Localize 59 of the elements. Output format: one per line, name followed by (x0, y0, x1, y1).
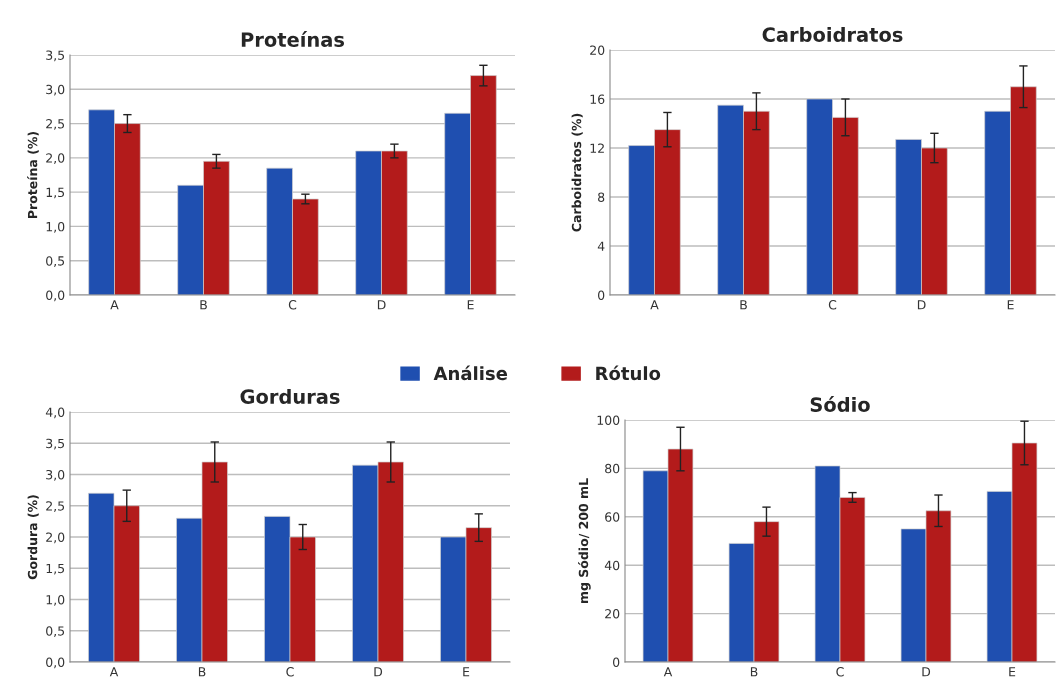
y-tick-label: 0 (613, 657, 620, 667)
y-tick-label: 1,0 (46, 594, 65, 606)
y-tick-label: 2,0 (46, 153, 65, 165)
y-tick-label: 1,0 (46, 221, 65, 233)
y-tick-label: 0 (598, 290, 605, 300)
y-tick-label: 80 (605, 463, 620, 474)
y-tick-label: 12 (590, 143, 604, 153)
x-tick-label: B (740, 300, 747, 310)
y-tick-label: 2,5 (46, 501, 65, 512)
x-tick-label: B (750, 667, 758, 677)
y-tick-label: 3,5 (46, 438, 65, 450)
y-tick-label: 4,0 (45, 407, 65, 419)
x-tick-label: E (467, 300, 474, 310)
y-tick-label: 3,0 (46, 469, 65, 481)
y-tick-label: 20 (590, 45, 605, 55)
y-tick-label: 100 (597, 415, 620, 425)
y-tick-label: 4 (597, 241, 605, 251)
y-tick-label: 60 (605, 512, 620, 522)
legend-label: Análise (433, 365, 508, 381)
y-axis-title: Carboidratos (%) (571, 113, 583, 232)
x-tick-label: E (463, 667, 470, 677)
y-tick-label: 16 (590, 94, 605, 104)
x-tick-label: D (917, 300, 926, 310)
x-tick-label: A (109, 667, 119, 677)
x-tick-label: D (377, 300, 386, 310)
y-tick-label: 3,0 (46, 84, 65, 96)
x-tick-label: A (650, 300, 659, 310)
y-tick-label: 0,0 (46, 657, 65, 669)
y-axis-title: mg Sódio/ 200 mL (578, 478, 591, 604)
x-tick-label: A (663, 667, 673, 677)
chart-title: Proteínas (241, 31, 345, 47)
y-tick-label: 0,5 (46, 256, 65, 267)
x-tick-label: B (200, 300, 207, 310)
y-tick-label: 2,5 (46, 119, 65, 130)
x-tick-label: D (374, 667, 383, 677)
x-tick-label: D (922, 667, 931, 677)
y-tick-label: 40 (604, 560, 620, 571)
y-tick-label: 3,5 (46, 50, 65, 62)
chart-title: Sódio (810, 396, 870, 412)
x-tick-label: A (110, 300, 119, 310)
x-tick-label: E (1007, 300, 1014, 310)
y-axis-title: Proteína (%) (27, 131, 39, 218)
y-tick-label: 0,5 (46, 626, 65, 637)
chart-title: Gorduras (240, 388, 340, 404)
x-tick-label: E (1009, 667, 1016, 677)
x-tick-label: C (288, 300, 297, 310)
y-tick-label: 8 (598, 192, 605, 202)
x-tick-label: B (198, 667, 206, 677)
y-axis-title: Gordura (%) (27, 495, 39, 580)
y-tick-label: 1,5 (46, 187, 65, 199)
x-tick-label: C (286, 667, 294, 677)
y-tick-label: 1,5 (46, 563, 65, 575)
x-tick-label: C (836, 667, 844, 677)
chart-title: Carboidratos (762, 26, 903, 42)
y-tick-label: 20 (605, 609, 620, 619)
y-tick-label: 0,0 (46, 290, 65, 302)
y-tick-label: 2,0 (46, 532, 65, 544)
x-tick-label: C (828, 300, 837, 310)
legend-label: Rótulo (596, 365, 661, 381)
